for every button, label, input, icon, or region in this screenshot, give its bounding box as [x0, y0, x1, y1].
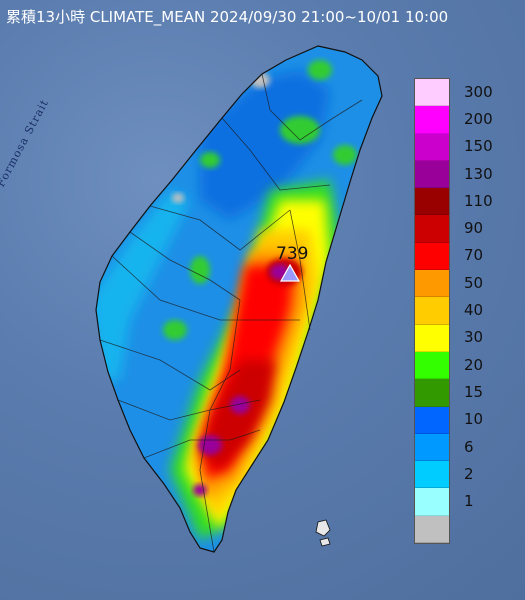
legend-label: 2 [464, 464, 474, 483]
legend-label: 70 [464, 246, 484, 265]
triangle-marker-icon [279, 263, 301, 282]
legend-label: 30 [464, 328, 484, 347]
color-legend [414, 78, 450, 545]
island-outline [95, 45, 383, 553]
legend-swatch [415, 433, 449, 462]
legend-swatch [415, 242, 449, 271]
green-island [315, 519, 331, 537]
legend-swatch [415, 215, 449, 243]
legend-swatch [415, 188, 449, 216]
legend-label: 1 [464, 492, 474, 511]
legend-label: 15 [464, 382, 484, 401]
orchid-island [319, 537, 331, 547]
legend-label: 110 [464, 191, 493, 210]
legend-label: 130 [464, 164, 493, 183]
legend-swatch [415, 379, 449, 407]
legend-swatch [415, 488, 449, 516]
legend-swatch [415, 324, 449, 352]
legend-label: 150 [464, 137, 493, 156]
legend-label: 90 [464, 219, 484, 238]
legend-swatch [415, 160, 449, 189]
legend-swatch [415, 106, 449, 134]
legend-swatch [415, 270, 449, 298]
legend-swatch [415, 351, 449, 380]
legend-swatch [415, 297, 449, 325]
legend-label: 6 [464, 437, 474, 456]
map-title: 累積13小時 CLIMATE_MEAN 2024/09/30 21:00~10/… [6, 8, 449, 26]
rainfall-field [96, 60, 357, 540]
county-borders [99, 73, 363, 553]
legend-swatch [415, 406, 449, 434]
legend-label: 40 [464, 301, 484, 320]
legend-label: 300 [464, 82, 493, 101]
legend-label: 20 [464, 355, 484, 374]
legend-swatch [415, 515, 449, 544]
legend-label: 10 [464, 410, 484, 429]
legend-swatch [415, 79, 449, 107]
legend-label: 200 [464, 109, 493, 128]
legend-swatch [415, 461, 449, 489]
legend-swatch [415, 133, 449, 161]
max-rainfall-label: 739 [276, 244, 309, 264]
legend-label: 50 [464, 273, 484, 292]
